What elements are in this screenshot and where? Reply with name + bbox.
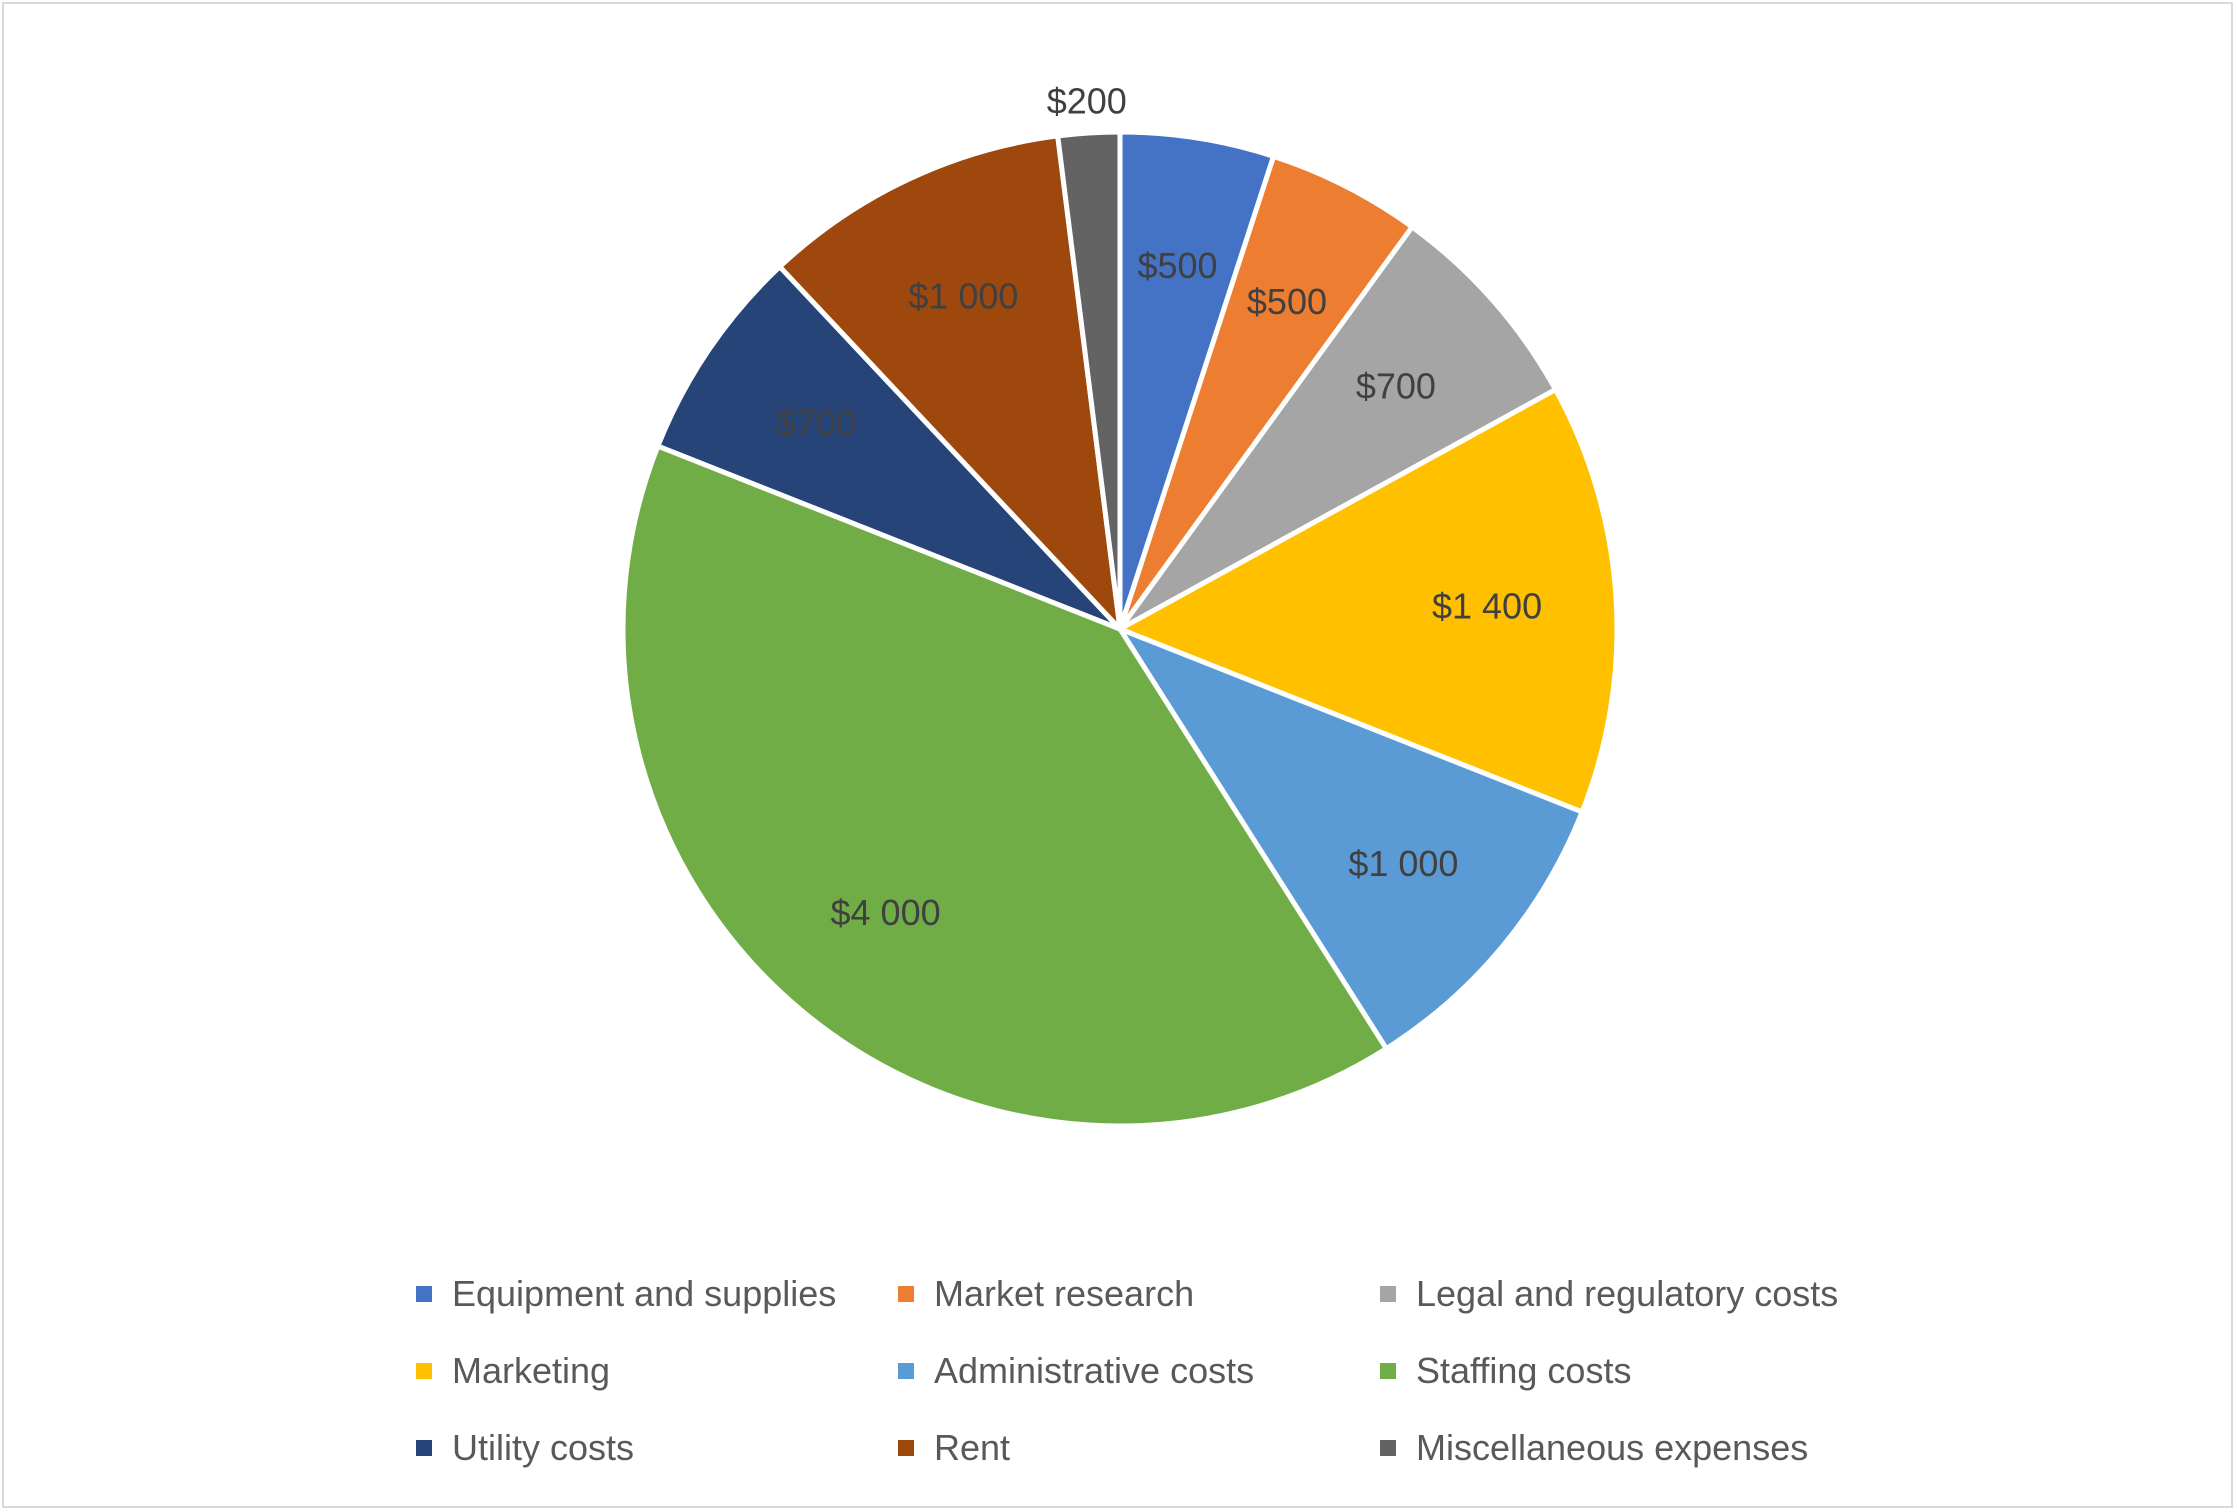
legend-label: Equipment and supplies — [452, 1273, 837, 1314]
legend-label: Staffing costs — [1416, 1350, 1632, 1391]
legend-item-equipment-and-supplies: Equipment and supplies — [416, 1272, 898, 1316]
data-label-equipment-and-supplies: $500 — [1137, 245, 1217, 286]
legend-swatch — [416, 1440, 432, 1456]
data-label-legal-and-regulatory-costs: $700 — [1356, 365, 1436, 406]
legend-label: Market research — [934, 1273, 1195, 1314]
legend-label: Legal and regulatory costs — [1416, 1273, 1839, 1314]
data-label-miscellaneous-expenses: $200 — [1047, 81, 1127, 122]
data-label-market-research: $500 — [1247, 281, 1327, 322]
legend-swatch — [898, 1286, 914, 1302]
pie-slice-marketing — [1117, 387, 1620, 815]
pie-slices — [620, 129, 1620, 1129]
pie-chart: $500 $500 $700 $1 400 $1 000 $4 000 $700 $1 000… — [620, 81, 1620, 1129]
data-label-marketing: $1 400 — [1432, 585, 1542, 626]
pie-slice-rent — [777, 133, 1123, 632]
legend-item-marketing: Marketing — [416, 1349, 898, 1393]
chart-legend: Equipment and supplies Market research Leg… — [416, 1272, 1916, 1470]
legend-item-market-research: Market research — [898, 1272, 1380, 1316]
legend-swatch — [1380, 1363, 1396, 1379]
legend-swatch — [898, 1363, 914, 1379]
pie-slice-miscellaneous-expenses — [1055, 129, 1123, 632]
legend-swatch — [1380, 1286, 1396, 1302]
legend-item-miscellaneous-expenses: Miscellaneous expenses — [1380, 1426, 1862, 1470]
legend-label: Administrative costs — [934, 1350, 1255, 1391]
data-label-utility-costs: $700 — [776, 402, 856, 443]
legend-label: Rent — [934, 1427, 1011, 1468]
pie-slice-staffing-costs — [620, 443, 1389, 1129]
legend-label: Utility costs — [452, 1427, 635, 1468]
pie-data-labels: $500 $500 $700 $1 400 $1 000 $4 000 $700 $1 000… — [776, 81, 1542, 933]
legend-item-utility-costs: Utility costs — [416, 1426, 898, 1470]
legend-swatch — [416, 1363, 432, 1379]
pie-slice-administrative-costs — [1117, 626, 1585, 1052]
pie-slice-utility-costs — [655, 264, 1123, 632]
data-label-staffing-costs: $4 000 — [831, 892, 941, 933]
legend-item-staffing-costs: Staffing costs — [1380, 1349, 1862, 1393]
pie-slice-legal-and-regulatory-costs — [1117, 224, 1559, 632]
legend-item-rent: Rent — [898, 1426, 1380, 1470]
legend-item-legal-and-regulatory-costs: Legal and regulatory costs — [1380, 1272, 1862, 1316]
legend-label: Miscellaneous expenses — [1416, 1427, 1809, 1468]
legend-item-administrative-costs: Administrative costs — [898, 1349, 1380, 1393]
legend-label: Marketing — [452, 1350, 611, 1391]
data-label-administrative-costs: $1 000 — [1348, 843, 1458, 884]
data-label-rent: $1 000 — [908, 276, 1018, 317]
legend-swatch — [1380, 1440, 1396, 1456]
legend-swatch — [416, 1286, 432, 1302]
legend-swatch — [898, 1440, 914, 1456]
pie-slice-market-research — [1117, 153, 1415, 632]
